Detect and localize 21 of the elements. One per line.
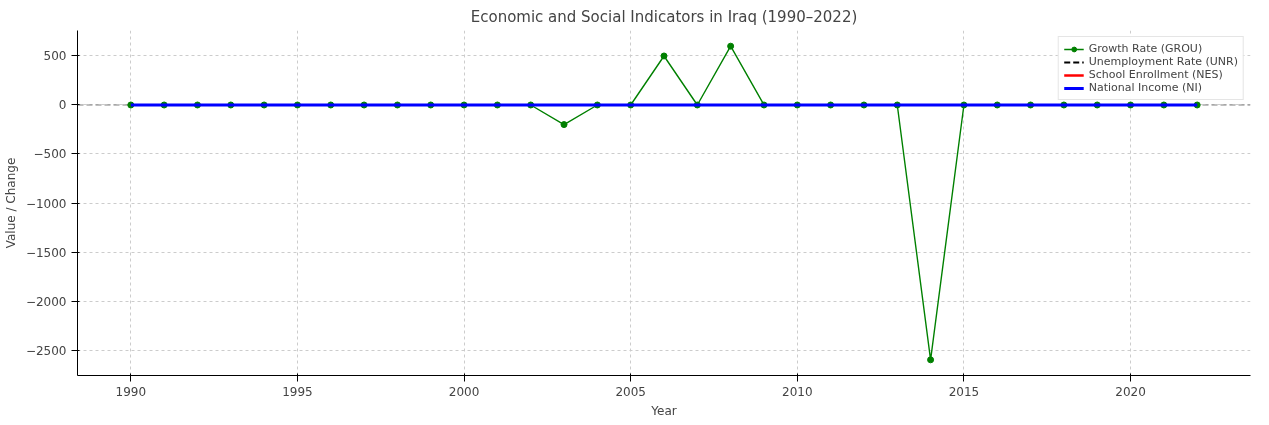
x-tick-label: 2010 [782,384,813,399]
x-tick-label: 2005 [615,384,646,399]
legend-label: National Income (NI) [1088,81,1203,94]
y-tick-label: −1500 [25,245,67,260]
legend-label: Unemployment Rate (UNR) [1088,55,1238,68]
x-axis-title: Year [650,403,677,418]
y-tick-label: −1000 [25,196,67,211]
y-tick-label: −500 [33,147,67,162]
legend-label: School Enrollment (NES) [1088,68,1223,81]
y-axis-title: Value / Change [3,157,18,249]
x-tick-label: 2020 [1115,384,1146,399]
y-tick-label: −2000 [25,294,67,309]
legend-label: Growth Rate (GROU) [1088,42,1203,55]
y-tick-label: 500 [43,49,67,64]
y-tick-label: −2500 [25,343,67,358]
x-tick-label: 1995 [282,384,313,399]
x-tick-label: 2000 [448,384,480,399]
chart-title: Economic and Social Indicators in Iraq (1990–2022) [470,7,858,26]
y-tick-label: 0 [58,98,67,113]
x-tick-label: 2015 [948,384,980,399]
x-tick-label: 1990 [115,384,147,399]
